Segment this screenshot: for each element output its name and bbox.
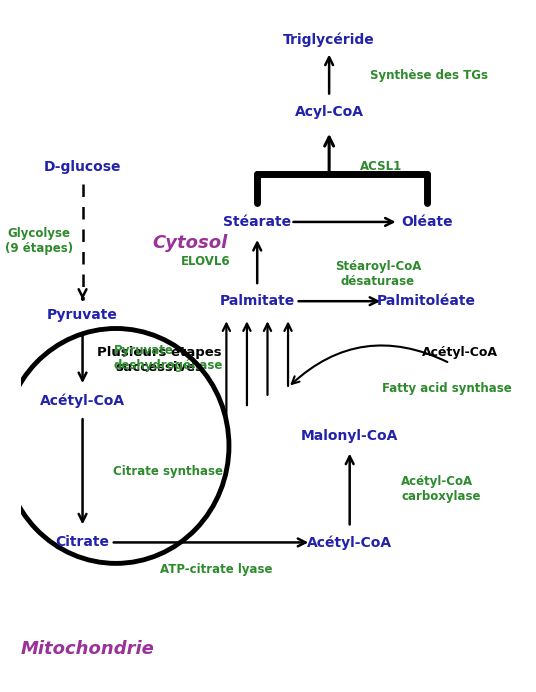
Text: ATP-citrate lyase: ATP-citrate lyase — [160, 563, 272, 576]
Text: Palmitoléate: Palmitoléate — [377, 294, 476, 308]
Text: Acétyl-CoA: Acétyl-CoA — [422, 347, 498, 359]
Text: Synthèse des TGs: Synthèse des TGs — [370, 69, 488, 82]
Text: D-glucose: D-glucose — [44, 160, 121, 174]
Text: ACSL1: ACSL1 — [360, 161, 402, 173]
Text: Acyl-CoA: Acyl-CoA — [295, 104, 363, 118]
Text: Acétyl-CoA: Acétyl-CoA — [40, 394, 125, 408]
Text: Citrate synthase: Citrate synthase — [114, 465, 224, 478]
Text: Stéarate: Stéarate — [223, 215, 291, 229]
Text: Stéaroyl-CoA
désaturase: Stéaroyl-CoA désaturase — [335, 260, 421, 288]
Text: Mitochondrie: Mitochondrie — [21, 640, 154, 658]
Text: Malonyl-CoA: Malonyl-CoA — [301, 428, 398, 443]
Text: Acétyl-CoA
carboxylase: Acétyl-CoA carboxylase — [401, 475, 481, 503]
Text: Cytosol: Cytosol — [153, 234, 228, 252]
Text: Acétyl-CoA: Acétyl-CoA — [307, 535, 392, 549]
Text: Oléate: Oléate — [401, 215, 452, 229]
Text: Fatty acid synthase: Fatty acid synthase — [382, 382, 512, 395]
Text: Palmitate: Palmitate — [220, 294, 295, 308]
Text: Plusieurs étapes
successives: Plusieurs étapes successives — [98, 346, 222, 374]
Text: Triglycéride: Triglycéride — [283, 32, 375, 46]
Text: Citrate: Citrate — [56, 536, 109, 549]
Text: Pyruvate
deshydrogénase: Pyruvate deshydrogénase — [114, 344, 223, 372]
Text: Pyruvate: Pyruvate — [47, 308, 118, 322]
Text: Glycolyse
(9 étapes): Glycolyse (9 étapes) — [5, 227, 73, 255]
Text: ELOVL6: ELOVL6 — [181, 255, 230, 268]
